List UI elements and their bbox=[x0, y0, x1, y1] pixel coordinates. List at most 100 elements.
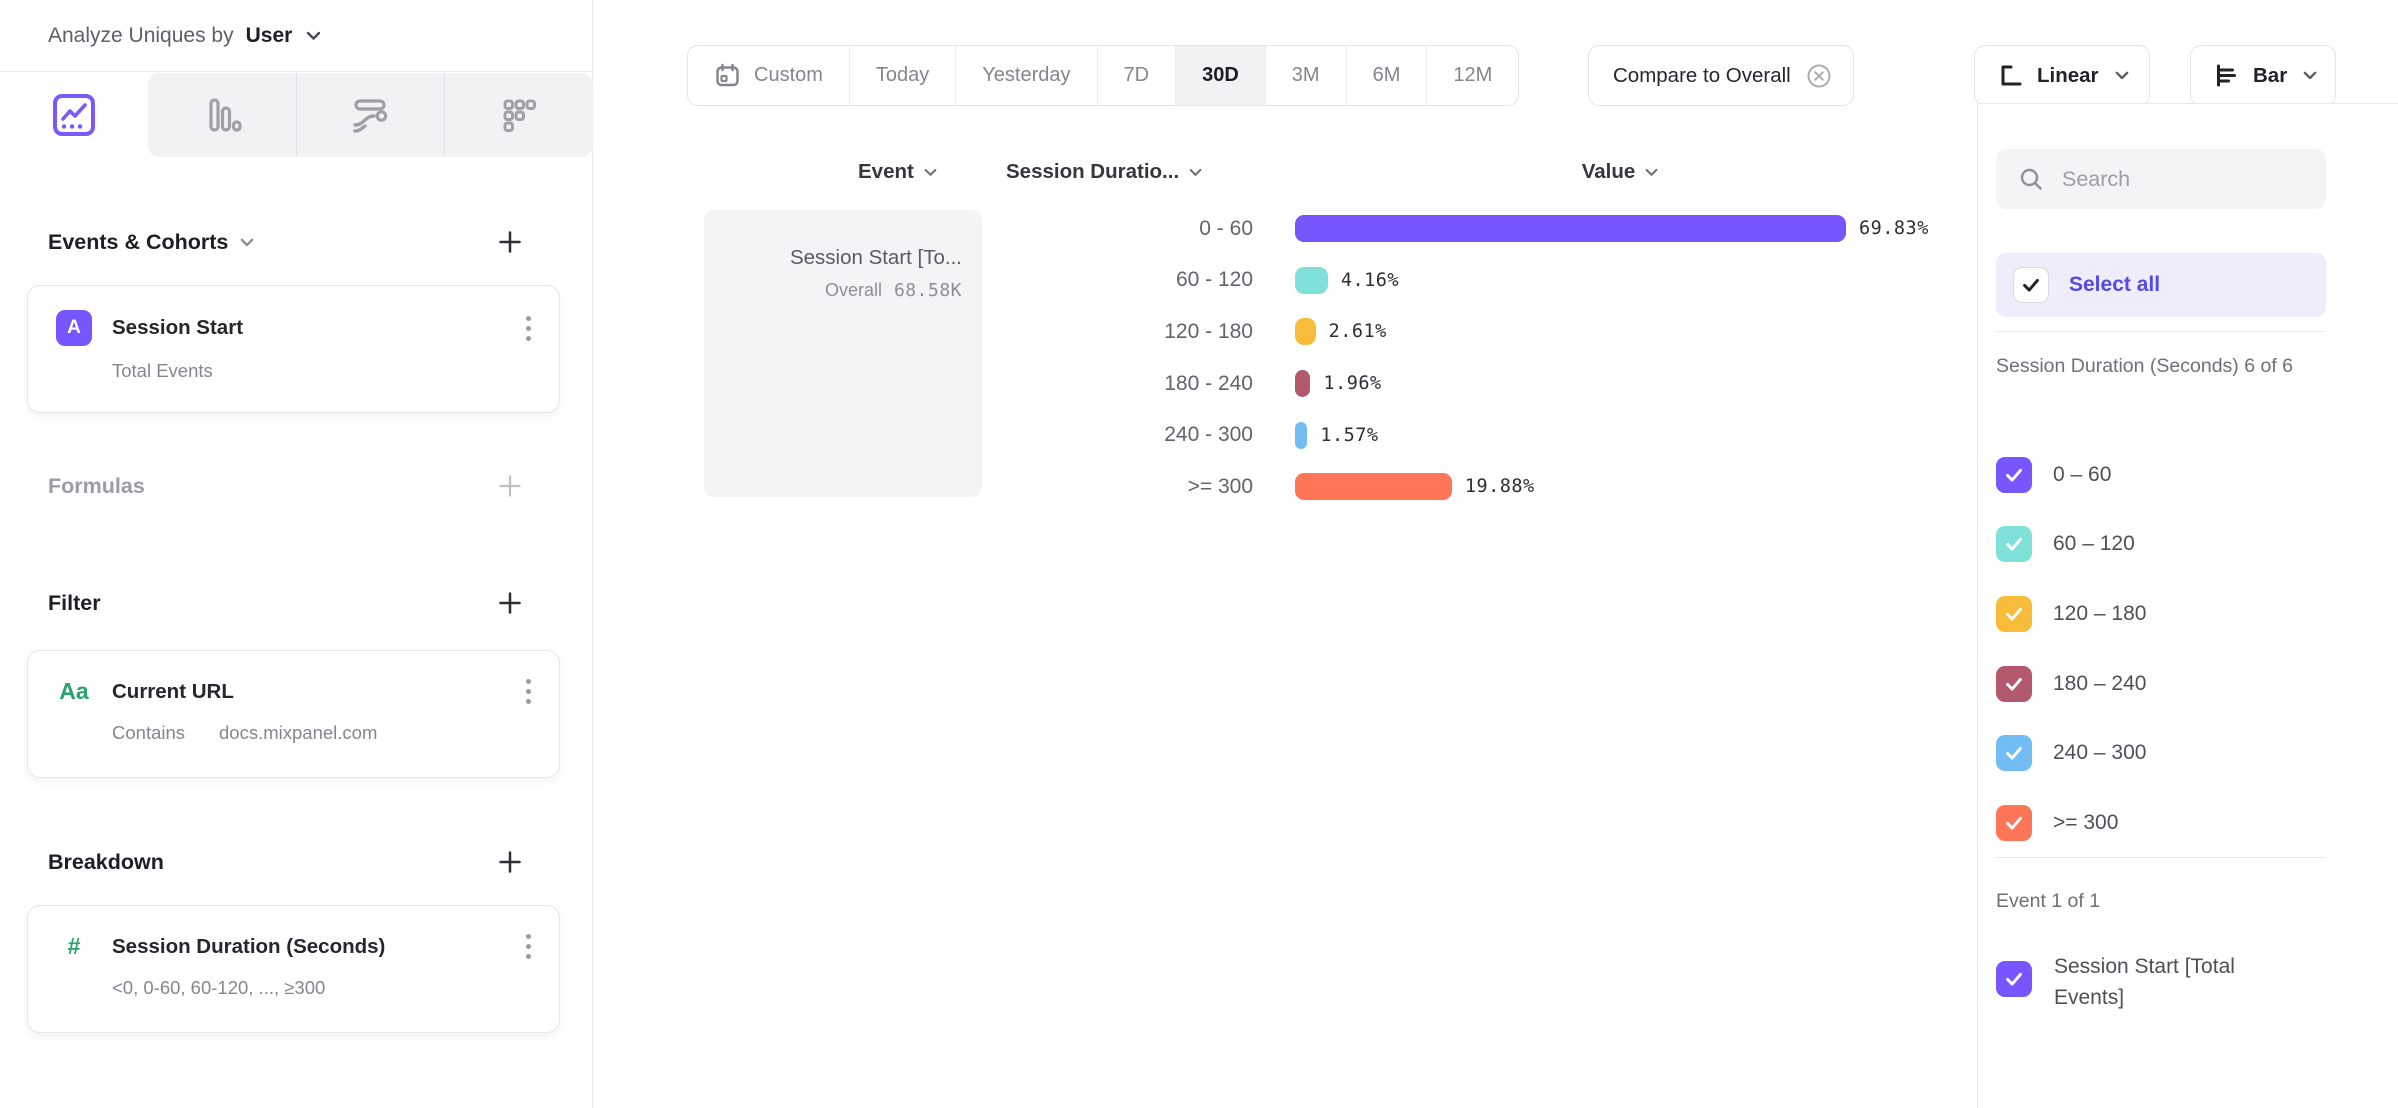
add-breakdown-button[interactable] bbox=[495, 847, 525, 877]
event-legend-label: Session Start [Total Events] bbox=[2054, 955, 2235, 1009]
date-range-label: Today bbox=[875, 64, 930, 86]
breakdown-card-session-duration[interactable]: # Session Duration (Seconds) <0, 0-60, 6… bbox=[27, 905, 560, 1033]
date-range-6m[interactable]: 6M bbox=[1345, 46, 1427, 105]
bucket-label: 240 - 300 bbox=[1164, 423, 1253, 447]
column-header-breakdown[interactable]: Session Duratio... bbox=[1006, 160, 1202, 184]
value-label: 1.57% bbox=[1320, 424, 1379, 446]
event-cell-title: Session Start [To... bbox=[789, 246, 962, 269]
chart-style-dropdown-button[interactable]: Bar bbox=[2190, 45, 2337, 106]
chart-row: 60 - 120 4.16% bbox=[594, 255, 1976, 307]
select-all-checkbox[interactable] bbox=[2013, 267, 2049, 303]
legend-item[interactable]: 240 – 300 bbox=[1996, 718, 2336, 788]
formulas-title: Formulas bbox=[48, 473, 145, 498]
analyze-uniques-dropdown[interactable]: User bbox=[245, 23, 293, 47]
flow-icon bbox=[352, 99, 387, 133]
date-range-today[interactable]: Today bbox=[848, 46, 955, 105]
divider bbox=[1996, 857, 2326, 858]
chevron-down-icon bbox=[2303, 71, 2317, 80]
analyze-label: Analyze Uniques by bbox=[48, 23, 234, 47]
legend-item-label: 120 – 180 bbox=[2053, 601, 2147, 625]
date-range-label: 12M bbox=[1453, 64, 1493, 86]
legend-item[interactable]: 180 – 240 bbox=[1996, 649, 2336, 719]
value-bar[interactable] bbox=[1295, 421, 1308, 449]
legend-item-label: 60 – 120 bbox=[2053, 532, 2135, 556]
date-range-3m[interactable]: 3M bbox=[1264, 46, 1346, 105]
date-range-7d[interactable]: 7D bbox=[1096, 46, 1176, 105]
line-chart-icon bbox=[53, 93, 95, 136]
chart-type-tabstrip bbox=[0, 72, 593, 157]
legend-checkbox[interactable] bbox=[1996, 665, 2032, 702]
value-label: 2.61% bbox=[1328, 321, 1387, 343]
breakdown-card-title[interactable]: Session Duration (Seconds) bbox=[112, 934, 386, 958]
tab-insights-line[interactable] bbox=[0, 72, 148, 157]
legend-item[interactable]: 60 – 120 bbox=[1996, 510, 2336, 580]
value-bar[interactable] bbox=[1295, 215, 1846, 243]
search-input[interactable] bbox=[2062, 166, 2292, 192]
legend-checkbox[interactable] bbox=[1996, 526, 2032, 563]
legend-checkbox[interactable] bbox=[1996, 804, 2032, 841]
breakdown-heading: Breakdown bbox=[27, 844, 533, 880]
bar-track: 19.88% bbox=[1295, 473, 1976, 501]
legend-checkbox[interactable] bbox=[1996, 735, 2032, 772]
select-all-row[interactable]: Select all bbox=[1996, 253, 2326, 317]
filter-card-current-url[interactable]: Aa Current URL Contains docs.mixpanel.com bbox=[27, 650, 560, 778]
chart-row: 180 - 240 1.96% bbox=[594, 358, 1976, 410]
legend-panel: Select all Session Duration (Seconds) 6 … bbox=[1977, 103, 2398, 1108]
event-card-title[interactable]: Session Start bbox=[112, 316, 244, 339]
kebab-menu-icon[interactable] bbox=[522, 675, 535, 708]
event-legend-item[interactable]: Session Start [Total Events] bbox=[1996, 951, 2289, 1013]
formulas-heading: Formulas bbox=[27, 468, 533, 504]
date-range-yesterday[interactable]: Yesterday bbox=[955, 46, 1096, 105]
column-header-event[interactable]: Event bbox=[858, 160, 937, 184]
legend-checkbox[interactable] bbox=[1996, 595, 2032, 632]
value-bar[interactable] bbox=[1295, 370, 1311, 398]
breakdown-card-buckets[interactable]: <0, 0-60, 60-120, ..., ≥300 bbox=[112, 977, 326, 998]
add-event-button[interactable] bbox=[495, 227, 525, 257]
bucket-label: 120 - 180 bbox=[1164, 319, 1253, 343]
chart-type-tabgroup bbox=[148, 73, 593, 157]
value-bar[interactable] bbox=[1295, 318, 1316, 346]
chevron-down-icon bbox=[1645, 168, 1658, 176]
column-header-value[interactable]: Value bbox=[1540, 160, 1700, 184]
date-range-30d[interactable]: 30D bbox=[1175, 46, 1265, 105]
tab-metrics-grid[interactable] bbox=[444, 73, 593, 157]
filter-operator[interactable]: Contains bbox=[112, 722, 186, 743]
event-cell[interactable]: Session Start [To... Overall 68.58K bbox=[704, 210, 982, 497]
chevron-down-icon bbox=[241, 238, 254, 246]
bar-track: 4.16% bbox=[1295, 266, 1976, 294]
legend-item[interactable]: >= 300 bbox=[1996, 788, 2336, 858]
scale-dropdown-button[interactable]: Linear bbox=[1974, 45, 2150, 106]
legend-item-label: 180 – 240 bbox=[2053, 671, 2147, 695]
chart-rows: 0 - 60 69.83% 60 - 120 4.16% 120 - 180 2.61% 1… bbox=[594, 203, 1976, 513]
value-bar[interactable] bbox=[1295, 473, 1452, 501]
compare-to-overall-button[interactable]: Compare to Overall bbox=[1588, 45, 1854, 106]
tab-flow[interactable] bbox=[295, 73, 445, 157]
plus-icon bbox=[499, 231, 521, 253]
bucket-label: 180 - 240 bbox=[1164, 371, 1253, 395]
filter-value[interactable]: docs.mixpanel.com bbox=[219, 722, 378, 743]
filter-card-title[interactable]: Current URL bbox=[112, 679, 234, 703]
legend-checkbox[interactable] bbox=[1996, 456, 2032, 493]
event-card-session-start[interactable]: A Session Start Total Events bbox=[27, 285, 560, 413]
value-bar[interactable] bbox=[1295, 266, 1328, 294]
event-series-badge: A bbox=[56, 310, 92, 346]
event-legend-checkbox[interactable] bbox=[1996, 961, 2032, 997]
legend-item-label: >= 300 bbox=[2053, 810, 2119, 834]
add-formula-button[interactable] bbox=[495, 471, 525, 501]
kebab-menu-icon[interactable] bbox=[522, 930, 535, 963]
date-range-label: 30D bbox=[1202, 64, 1239, 86]
chevron-down-icon bbox=[924, 168, 937, 176]
add-filter-button[interactable] bbox=[495, 588, 525, 618]
legend-search[interactable] bbox=[1996, 149, 2326, 209]
date-range-custom[interactable]: Custom bbox=[688, 46, 849, 105]
dismiss-circle-icon[interactable] bbox=[1805, 62, 1833, 90]
date-range-label: Custom bbox=[754, 64, 823, 86]
kebab-menu-icon[interactable] bbox=[522, 312, 535, 345]
date-range-12m[interactable]: 12M bbox=[1426, 46, 1518, 105]
plus-icon bbox=[499, 851, 521, 873]
event-card-subtitle[interactable]: Total Events bbox=[112, 360, 213, 381]
tab-bar-chart[interactable] bbox=[148, 73, 296, 157]
chevron-down-icon bbox=[307, 31, 321, 40]
legend-item[interactable]: 0 – 60 bbox=[1996, 440, 2336, 510]
legend-item[interactable]: 120 – 180 bbox=[1996, 579, 2336, 649]
